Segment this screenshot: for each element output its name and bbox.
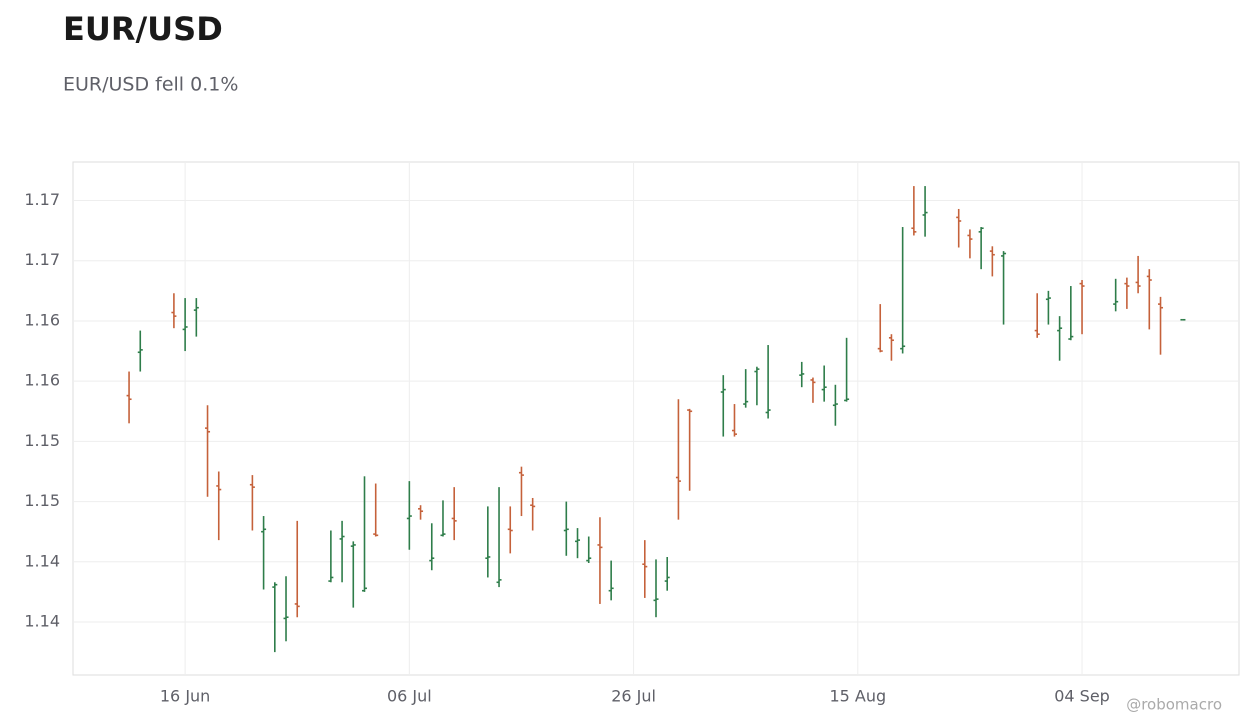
y-tick-label: 1.15 bbox=[24, 491, 60, 510]
chart-title: EUR/USD bbox=[63, 10, 223, 48]
y-tick-label: 1.16 bbox=[24, 310, 60, 329]
x-tick-label: 26 Jul bbox=[611, 687, 656, 706]
y-tick-label: 1.15 bbox=[24, 431, 60, 450]
y-tick-label: 1.14 bbox=[24, 612, 60, 631]
y-tick-label: 1.14 bbox=[24, 551, 60, 570]
x-tick-label: 04 Sep bbox=[1054, 687, 1110, 706]
plot-frame bbox=[72, 161, 1240, 676]
x-tick-label: 06 Jul bbox=[387, 687, 432, 706]
chart-subtitle: EUR/USD fell 0.1% bbox=[63, 74, 238, 96]
x-tick-label: 15 Aug bbox=[829, 687, 886, 706]
x-tick-label: 16 Jun bbox=[160, 687, 210, 706]
y-tick-label: 1.17 bbox=[24, 250, 60, 269]
y-tick-label: 1.16 bbox=[24, 371, 60, 390]
watermark: @robomacro bbox=[1126, 696, 1222, 714]
y-tick-label: 1.17 bbox=[24, 190, 60, 209]
